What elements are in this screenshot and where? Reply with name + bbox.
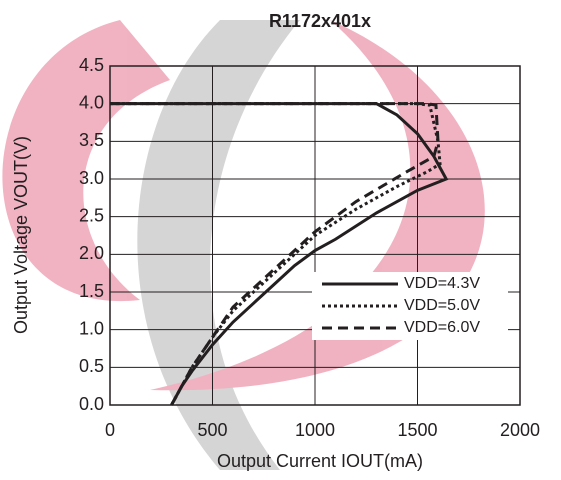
legend-label: VDD=6.0V xyxy=(404,319,480,336)
data-line xyxy=(110,102,442,406)
y-tick-label: 0.5 xyxy=(79,356,104,376)
x-tick-label: 1000 xyxy=(295,420,335,440)
x-tick-label: 2000 xyxy=(500,420,540,440)
y-tick-label: 4.0 xyxy=(79,92,104,112)
y-axis-label: Output Voltage VOUT(V) xyxy=(11,136,31,334)
y-tick-label: 3.5 xyxy=(79,130,104,150)
data-line xyxy=(110,102,449,406)
x-tick-label: 0 xyxy=(105,420,115,440)
x-tick-label: 500 xyxy=(197,420,227,440)
chart-title: R1172x401x xyxy=(269,11,371,31)
y-tick-label: 1.5 xyxy=(79,281,104,301)
data-line xyxy=(110,102,440,406)
x-tick-label: 1500 xyxy=(397,420,437,440)
x-axis-label: Output Current IOUT(mA) xyxy=(217,451,423,471)
y-tick-label: 4.5 xyxy=(79,55,104,75)
y-tick-label: 0.0 xyxy=(79,394,104,414)
y-tick-label: 1.0 xyxy=(79,318,104,338)
y-tick-label: 3.0 xyxy=(79,168,104,188)
legend-label: VDD=5.0V xyxy=(404,297,480,314)
legend-label: VDD=4.3V xyxy=(404,275,480,292)
y-tick-label: 2.5 xyxy=(79,205,104,225)
y-tick-label: 2.0 xyxy=(79,243,104,263)
watermark xyxy=(2,20,485,470)
